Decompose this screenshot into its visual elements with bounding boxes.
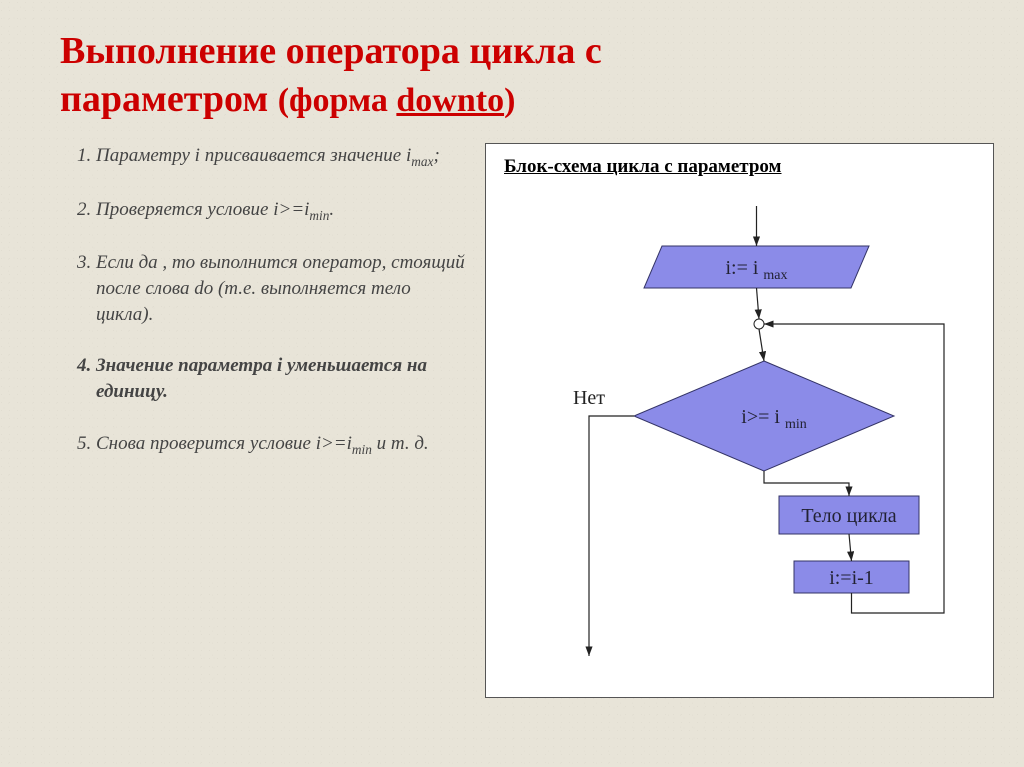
title-line2a: параметром	[60, 78, 278, 120]
page-title: Выполнение оператора цикла с параметром …	[0, 0, 1024, 133]
title-line1: Выполнение оператора цикла с	[60, 30, 602, 72]
content-row: Параметру i присваивается значение imax;…	[0, 133, 1024, 698]
list-item: Проверяется условие i>=imin.	[96, 197, 465, 225]
svg-text:i:=i-1: i:=i-1	[829, 567, 874, 589]
text-column: Параметру i присваивается значение imax;…	[70, 143, 465, 698]
flowchart: i:= i maxi>= i minТело циклаi:=i-1Нет	[504, 186, 975, 676]
svg-text:Нет: Нет	[573, 387, 605, 409]
diagram-column: Блок-схема цикла с параметром i:= i maxi…	[485, 143, 994, 698]
list-item: Если да , то выполнится оператор, стоящи…	[96, 250, 465, 327]
title-line2d: )	[504, 82, 515, 119]
diagram-title: Блок-схема цикла с параметром	[504, 156, 975, 178]
steps-list: Параметру i присваивается значение imax;…	[70, 143, 465, 458]
title-line2b: (форма	[278, 82, 397, 119]
flowchart-svg: i:= i maxi>= i minТело циклаi:=i-1Нет	[504, 186, 964, 676]
svg-text:Тело цикла: Тело цикла	[801, 505, 896, 527]
title-line2c: downto	[396, 82, 504, 119]
list-item: Значение параметра i уменьшается на един…	[96, 353, 465, 404]
diagram-frame: Блок-схема цикла с параметром i:= i maxi…	[485, 143, 994, 698]
list-item: Параметру i присваивается значение imax;	[96, 143, 465, 171]
list-item: Снова проверится условие i>=imin и т. д.	[96, 431, 465, 459]
